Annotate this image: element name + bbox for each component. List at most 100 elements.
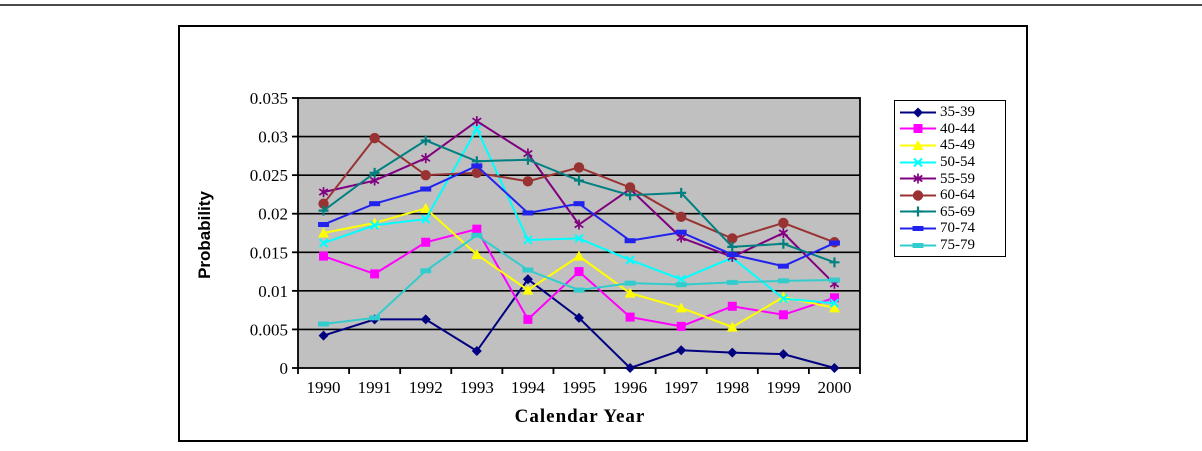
x-tick-label: 1995 xyxy=(562,378,596,397)
y-axis-title: Probability xyxy=(195,191,214,279)
dash-marker-icon xyxy=(369,315,381,321)
dash-marker-icon xyxy=(828,240,840,246)
legend-item-60-64: 60-64 xyxy=(899,187,1005,204)
triangle-marker-icon xyxy=(828,302,840,313)
dash-marker-icon xyxy=(471,232,483,238)
y-tick-label: 0.025 xyxy=(250,166,288,185)
legend-x-icon xyxy=(900,157,936,167)
plot-area xyxy=(298,98,860,368)
star-marker-icon xyxy=(574,219,584,230)
square-marker-icon xyxy=(829,293,839,303)
dash-marker-icon xyxy=(675,229,687,235)
series-70-74 xyxy=(318,163,840,269)
legend-label: 35-39 xyxy=(940,104,975,121)
legend-label: 50-54 xyxy=(940,154,975,171)
legend-item-40-44: 40-44 xyxy=(899,121,1005,138)
star-marker-icon xyxy=(913,173,923,184)
diamond-marker-icon xyxy=(913,107,923,118)
diamond-marker-icon xyxy=(829,363,840,373)
triangle-marker-icon xyxy=(726,321,738,332)
x-marker-icon xyxy=(421,214,431,224)
triangle-marker-icon xyxy=(573,250,585,261)
legend-label: 60-64 xyxy=(940,187,975,204)
legend-item-45-49: 45-49 xyxy=(899,137,1005,154)
square-marker-icon xyxy=(778,310,788,320)
legend-plus-icon xyxy=(900,206,936,217)
dash-marker-icon xyxy=(420,268,432,274)
triangle-marker-icon xyxy=(912,139,924,150)
triangle-marker-icon xyxy=(624,287,636,298)
dash-marker-icon xyxy=(471,163,483,169)
circle-marker-icon xyxy=(522,176,534,187)
dash-marker-icon xyxy=(912,242,924,248)
dash-marker-icon xyxy=(573,201,585,207)
legend-dash-icon xyxy=(900,242,936,248)
legend-label: 40-44 xyxy=(940,120,975,137)
plus-marker-icon xyxy=(625,190,636,201)
x-marker-icon xyxy=(778,293,789,304)
x-marker-icon xyxy=(829,298,840,308)
dash-marker-icon xyxy=(522,210,534,216)
y-tick-label: 0 xyxy=(280,359,289,378)
legend-circle-icon xyxy=(900,190,936,201)
x-tick-label: 1991 xyxy=(358,378,392,397)
dash-marker-icon xyxy=(624,238,636,244)
dash-marker-icon xyxy=(777,263,789,269)
legend-label: 75-79 xyxy=(940,237,975,254)
diamond-marker-icon xyxy=(420,314,431,325)
circle-marker-icon xyxy=(369,132,380,144)
star-marker-icon xyxy=(472,116,482,127)
plus-marker-icon xyxy=(829,257,840,268)
legend-square-icon xyxy=(900,124,936,134)
x-marker-icon xyxy=(676,274,686,284)
x-tick-label: 1998 xyxy=(715,378,749,397)
triangle-marker-icon xyxy=(318,227,330,238)
circle-marker-icon xyxy=(727,233,738,244)
y-tick-label: 0.035 xyxy=(250,89,288,108)
plus-marker-icon xyxy=(522,154,533,165)
legend-label: 70-74 xyxy=(940,220,975,237)
star-marker-icon xyxy=(778,228,789,238)
square-marker-icon xyxy=(472,224,482,234)
y-tick-label: 0.03 xyxy=(258,128,288,147)
square-marker-icon xyxy=(574,267,584,277)
plus-marker-icon xyxy=(574,175,584,186)
square-marker-icon xyxy=(913,124,923,134)
legend-label: 55-59 xyxy=(940,170,975,187)
plus-marker-icon xyxy=(913,206,923,217)
legend-item-50-54: 50-54 xyxy=(899,154,1005,171)
x-tick-label: 1999 xyxy=(766,378,800,397)
circle-marker-icon xyxy=(624,182,636,193)
plus-marker-icon xyxy=(318,205,329,216)
y-tick-label: 0.02 xyxy=(258,205,288,224)
x-tick-label: 1996 xyxy=(613,378,647,397)
x-tick-label: 1992 xyxy=(409,378,443,397)
diamond-marker-icon xyxy=(625,363,636,373)
diamond-marker-icon xyxy=(574,312,584,323)
legend-item-35-39: 35-39 xyxy=(899,104,1005,121)
dash-marker-icon xyxy=(318,321,330,327)
plus-marker-icon xyxy=(676,187,687,198)
square-marker-icon xyxy=(421,237,431,247)
series-40-44 xyxy=(319,224,839,331)
circle-marker-icon xyxy=(573,162,585,173)
dash-marker-icon xyxy=(726,279,738,285)
x-axis-title: Calendar Year xyxy=(514,406,646,427)
plus-marker-icon xyxy=(420,135,431,146)
dash-marker-icon xyxy=(675,282,687,288)
x-marker-icon xyxy=(472,124,482,134)
circle-marker-icon xyxy=(420,169,431,181)
circle-marker-icon xyxy=(318,198,329,209)
triangle-marker-icon xyxy=(675,302,687,313)
dash-marker-icon xyxy=(624,280,636,286)
square-marker-icon xyxy=(523,314,533,324)
y-tick-label: 0.005 xyxy=(250,320,288,339)
series-45-49 xyxy=(318,202,840,332)
y-tick-label: 0.01 xyxy=(258,282,288,301)
legend-label: 65-69 xyxy=(940,203,975,220)
diamond-marker-icon xyxy=(676,345,687,356)
legend-star-icon xyxy=(900,173,936,184)
square-marker-icon xyxy=(370,269,380,279)
x-tick-label: 1993 xyxy=(460,378,494,397)
